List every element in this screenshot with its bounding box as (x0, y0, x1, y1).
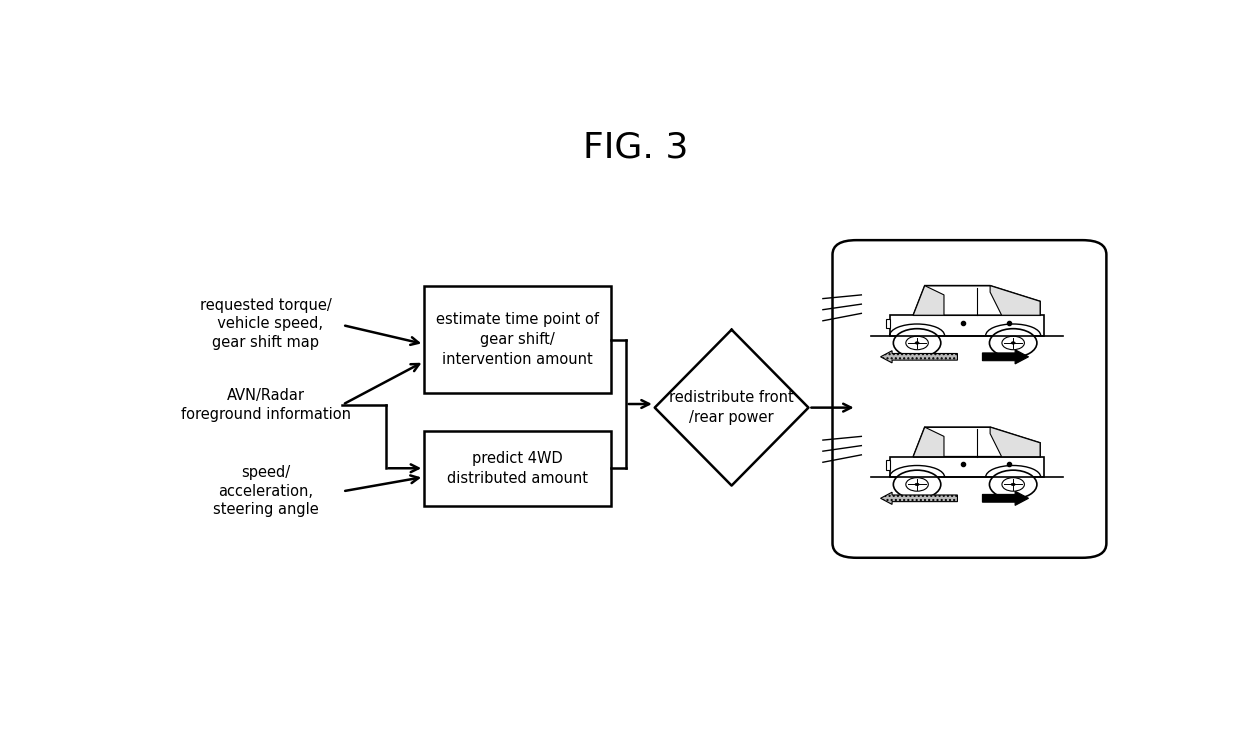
Text: requested torque/
  vehicle speed,
gear shift map: requested torque/ vehicle speed, gear sh… (200, 298, 331, 350)
Polygon shape (887, 319, 890, 328)
Circle shape (990, 328, 1037, 357)
Circle shape (1002, 478, 1024, 491)
FancyBboxPatch shape (424, 430, 611, 506)
Text: AVN/Radar
foreground information: AVN/Radar foreground information (181, 388, 351, 422)
Polygon shape (913, 286, 944, 315)
Text: speed/
acceleration,
steering angle: speed/ acceleration, steering angle (212, 465, 319, 518)
Polygon shape (880, 351, 957, 363)
Polygon shape (890, 315, 1044, 335)
Polygon shape (990, 427, 1040, 457)
Circle shape (915, 483, 919, 486)
Circle shape (1002, 336, 1024, 350)
Circle shape (990, 470, 1037, 499)
Polygon shape (887, 460, 890, 470)
FancyBboxPatch shape (832, 240, 1106, 558)
Polygon shape (890, 457, 1044, 477)
FancyBboxPatch shape (424, 286, 611, 393)
Circle shape (893, 470, 941, 499)
Polygon shape (913, 286, 1040, 315)
Text: redistribute front
/rear power: redistribute front /rear power (670, 390, 794, 425)
Polygon shape (982, 350, 1028, 364)
Polygon shape (913, 427, 944, 457)
Polygon shape (655, 330, 808, 485)
Circle shape (893, 328, 941, 357)
Polygon shape (880, 492, 957, 505)
Text: predict 4WD
distributed amount: predict 4WD distributed amount (448, 451, 588, 486)
Circle shape (906, 336, 929, 350)
Text: estimate time point of
gear shift/
intervention amount: estimate time point of gear shift/ inter… (436, 313, 599, 367)
Circle shape (906, 478, 929, 491)
Circle shape (1011, 483, 1016, 486)
Circle shape (1011, 342, 1016, 344)
Text: FIG. 3: FIG. 3 (583, 130, 688, 165)
Polygon shape (982, 491, 1028, 506)
Polygon shape (990, 286, 1040, 315)
Circle shape (915, 342, 919, 344)
Polygon shape (913, 427, 1040, 457)
